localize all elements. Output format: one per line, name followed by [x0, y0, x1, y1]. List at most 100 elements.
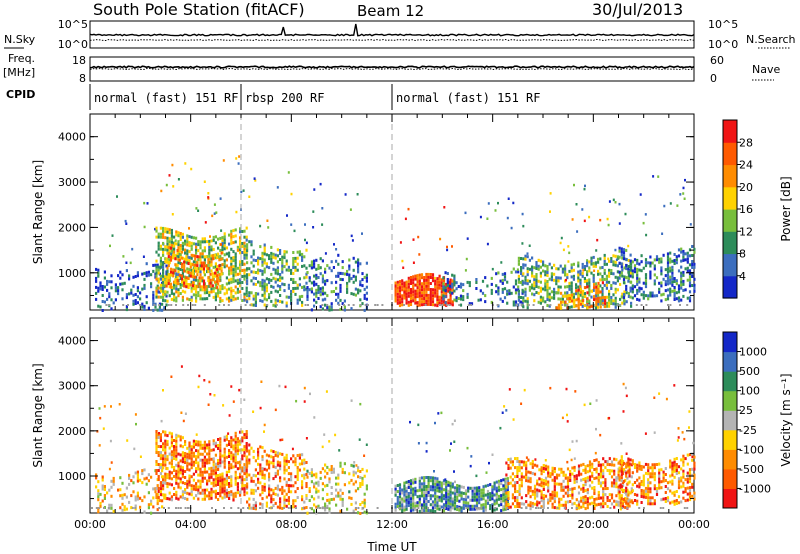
- data-cell: [305, 437, 308, 440]
- data-cell: [326, 264, 329, 268]
- data-cell: [673, 298, 676, 301]
- data-cell: [469, 507, 472, 511]
- data-cell: [321, 289, 324, 293]
- colorbar-swatch: [723, 253, 737, 277]
- data-cell: [595, 300, 598, 304]
- data-cell: [660, 257, 663, 261]
- data-cell: [283, 489, 286, 493]
- data-cell: [225, 291, 228, 295]
- data-cell: [175, 436, 178, 440]
- data-cell: [176, 279, 179, 282]
- data-cell: [544, 282, 547, 286]
- data-cell: [315, 276, 318, 280]
- data-cell: [624, 496, 627, 500]
- data-cell: [553, 290, 556, 294]
- data-cell: [197, 449, 200, 453]
- data-cell: [185, 276, 188, 280]
- data-cell: [544, 264, 547, 268]
- data-cell: [473, 507, 476, 511]
- data-cell: [234, 297, 237, 301]
- data-cell: [682, 270, 685, 274]
- data-cell: [544, 479, 548, 483]
- data-cell: [315, 282, 318, 286]
- data-cell: [427, 278, 430, 282]
- data-cell: [454, 480, 456, 484]
- data-cell: [321, 445, 324, 449]
- data-cell: [294, 256, 297, 260]
- data-cell: [203, 304, 206, 306]
- data-cell: [434, 288, 437, 292]
- data-cell: [155, 493, 158, 496]
- data-cell: [553, 278, 556, 282]
- data-cell: [296, 487, 299, 490]
- data-cell: [547, 468, 550, 472]
- data-cell: [514, 487, 517, 491]
- data-cell: [601, 278, 604, 281]
- data-cell: [310, 495, 313, 499]
- data-cell: [433, 276, 436, 280]
- data-cell: [177, 288, 180, 292]
- data-cell: [186, 485, 189, 489]
- data-cell: [423, 488, 426, 492]
- data-cell: [259, 224, 262, 228]
- data-cell: [505, 409, 508, 412]
- data-cell: [162, 481, 165, 485]
- data-cell: [166, 434, 169, 438]
- data-cell: [572, 274, 575, 278]
- data-cell: [682, 294, 685, 298]
- data-cell: [519, 300, 522, 304]
- data-cell: [644, 273, 648, 277]
- data-cell: [301, 486, 304, 490]
- data-cell: [682, 282, 685, 286]
- data-cell: [520, 502, 523, 506]
- data-cell: [274, 492, 277, 496]
- data-cell: [467, 486, 470, 490]
- data-cell: [614, 305, 617, 309]
- data-cell: [629, 253, 632, 257]
- data-cell: [644, 492, 648, 496]
- data-cell: [473, 492, 476, 496]
- data-cell: [566, 485, 570, 489]
- data-cell: [409, 485, 413, 489]
- data-cell: [606, 217, 609, 221]
- data-cell: [608, 301, 611, 305]
- data-cell: [230, 256, 233, 260]
- data-cell: [688, 269, 692, 273]
- data-cell: [290, 472, 293, 476]
- data-cell: [324, 469, 327, 473]
- data-cell: [287, 496, 290, 500]
- data-cell: [216, 265, 219, 269]
- data-cell: [192, 287, 195, 291]
- data-cell: [234, 258, 237, 262]
- data-cell: [535, 267, 538, 270]
- data-cell: [170, 462, 173, 466]
- data-cell: [206, 458, 209, 462]
- data-cell: [296, 472, 299, 475]
- data-cell: [178, 249, 181, 253]
- data-cell: [412, 496, 415, 500]
- data-cell: [228, 281, 231, 285]
- data-cell: [177, 267, 180, 271]
- data-cell: [263, 449, 266, 453]
- data-cell: [133, 447, 136, 451]
- data-cell: [440, 505, 443, 509]
- data-cell: [562, 479, 565, 483]
- data-cell: [175, 442, 178, 446]
- data-cell: [573, 465, 576, 469]
- data-cell: [213, 253, 217, 257]
- data-cell: [571, 293, 574, 297]
- data-cell: [274, 289, 277, 293]
- data-cell: [230, 442, 233, 446]
- data-cell: [531, 292, 534, 296]
- data-cell: [225, 470, 228, 474]
- data-cell: [633, 285, 637, 289]
- data-cell: [584, 471, 587, 475]
- data-cell: [359, 298, 362, 302]
- data-cell: [437, 412, 440, 415]
- data-cell: [608, 295, 611, 299]
- data-cell: [241, 487, 244, 491]
- data-cell: [168, 497, 171, 501]
- data-cell: [594, 306, 597, 310]
- data-cell: [328, 308, 331, 312]
- data-cell: [219, 197, 222, 200]
